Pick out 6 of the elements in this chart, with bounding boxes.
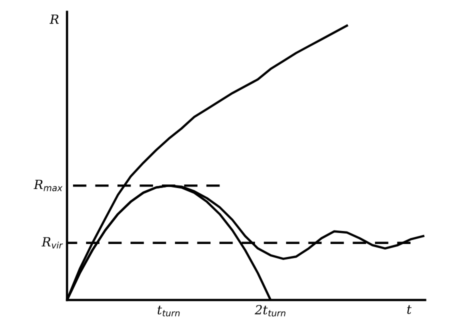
x-axis-title: t [407,305,412,314]
text: R$_{vir}$ [42,237,63,248]
y-axis-title: R [50,14,59,24]
x-tick-label: 2t$_{turn}$ [254,304,286,316]
text: R$_{max}$ [34,180,63,192]
x-tick-label: t$_{turn}$ [158,306,180,316]
